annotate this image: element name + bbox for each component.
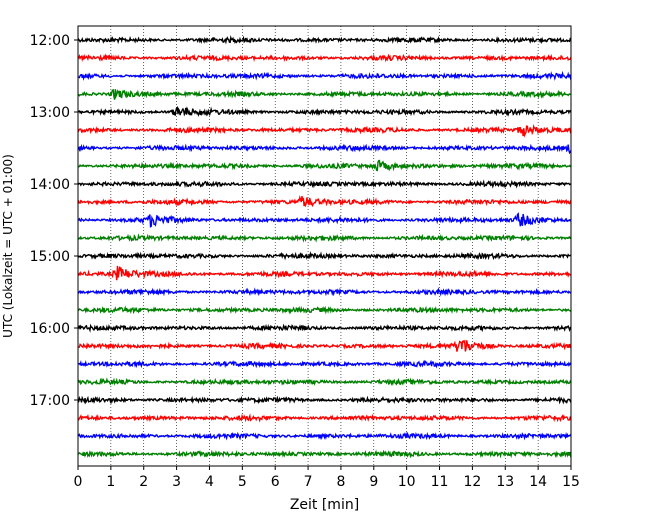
x-tick-label: 10 [398,474,416,490]
x-tick-label: 9 [369,474,378,490]
x-tick-label: 2 [139,474,148,490]
y-axis-label: UTC (Lokalzeit = UTC + 01:00) [1,154,15,338]
y-tick-label: 13:00 [30,105,70,121]
seismic-trace [78,305,572,315]
x-tick-label: 11 [431,474,449,490]
seismic-trace [77,195,572,208]
x-tick-label: 5 [238,474,247,490]
seismic-trace [77,395,572,405]
seismic-trace [77,449,572,459]
seismic-trace [77,233,572,243]
x-tick-label: 12 [463,474,481,490]
seismic-trace [77,35,572,45]
seismic-trace [77,143,572,155]
x-tick-label: 1 [106,474,115,490]
x-tick-label: 7 [304,474,313,490]
seismic-trace [77,159,572,172]
seismic-trace [77,53,572,63]
seismic-trace [77,359,572,369]
y-tick-label: 14:00 [30,177,70,193]
seismic-trace [77,106,572,117]
y-tick-label: 15:00 [30,249,70,265]
y-tick-label: 17:00 [30,393,70,409]
seismic-trace [77,250,572,261]
y-axis-ticks: 12:00 13:00 14:00 15:00 16:00 17:00 [30,33,78,409]
y-tick-label: 12:00 [30,33,70,49]
seismic-traces [77,35,572,459]
x-tick-label: 0 [74,474,83,490]
seismic-trace [77,431,572,441]
seismic-trace [77,287,572,297]
vertical-grid [110,26,539,466]
x-tick-label: 15 [562,474,580,490]
seismic-trace [77,339,572,352]
x-tick-label: 4 [205,474,214,490]
seismic-trace [77,70,572,81]
y-tick-label: 16:00 [30,321,70,337]
x-tick-label: 13 [496,474,514,490]
seismic-trace [77,413,572,423]
seismic-trace [77,88,572,100]
x-tick-label: 8 [336,474,345,490]
x-axis-label: Zeit [min] [290,497,359,513]
x-tick-label: 6 [271,474,280,490]
seismic-trace [77,377,572,387]
seismic-trace [77,179,572,189]
x-axis-ticks: 0 1 2 3 4 5 6 7 8 9 10 11 12 13 14 15 [74,466,580,490]
seismic-trace [77,265,572,281]
seismic-trace [77,123,572,138]
seismic-trace [77,212,572,228]
x-tick-label: 3 [172,474,181,490]
plot-frame [77,25,572,467]
x-tick-label: 14 [529,474,547,490]
seismic-trace [77,323,572,333]
